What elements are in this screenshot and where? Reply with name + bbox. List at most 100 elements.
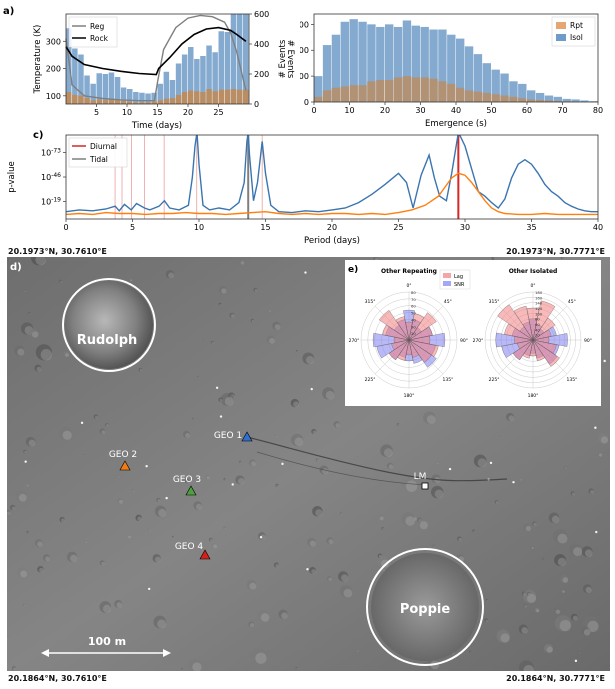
panel-a-ytick-label: 200: [46, 65, 61, 74]
panel-a-bar-isol-27: [230, 14, 237, 104]
panel-b-bar-rpt-19: [482, 92, 491, 102]
panel-c-chart: c) 0 5 10 15 20 25 30 35 40 10-19 10-46 10-73 Perio…: [7, 130, 603, 246]
panel-b-bar-rpt-8: [385, 80, 394, 102]
panel-b-xtick-label: 30: [415, 106, 425, 115]
panel-a-bar-isol-13: [145, 93, 151, 104]
panel-b-bar-rpt-27: [553, 100, 562, 102]
panel-b-bar-rpt-16: [456, 87, 465, 102]
polar2-snr-bar-4: [532, 333, 568, 347]
legend-snr-label: SNR: [454, 282, 465, 288]
panel-b-bar-isol-11: [411, 25, 420, 103]
panel-b-bar-isol-29: [571, 99, 580, 102]
panel-a-bar-isol-28: [236, 14, 243, 104]
panel-b-bar-rpt-4: [349, 85, 358, 102]
polar1-lag-bar-3: [408, 326, 433, 341]
polar2-lag-bar-10: [512, 339, 534, 361]
polar1-angle-label: 45°: [444, 299, 452, 305]
legend-isol-swatch: [556, 34, 566, 41]
panel-b-bar-rpt-24: [527, 99, 536, 102]
legend-lag-label: Lag: [454, 274, 463, 280]
polar1-angle-label: 270°: [349, 338, 360, 344]
geo4-marker-icon[interactable]: [199, 549, 211, 560]
polar1-radius-label: 20: [411, 331, 416, 336]
panel-a-ytick-label: 100: [46, 92, 61, 101]
panel-b-xtick-label: 20: [380, 106, 390, 115]
panel-c-xtick-label: 20: [327, 223, 337, 232]
polar2-lag-bar-2: [532, 317, 556, 341]
panel-b-bar-isol-21: [500, 73, 509, 102]
panel-a-line-rock: [65, 26, 247, 76]
panel-a-bar-rpt-22: [200, 92, 206, 104]
panel-b-xtick-label: 40: [451, 106, 461, 115]
polar2-lag-bar-14: [497, 304, 534, 341]
legend-lag-swatch: [443, 273, 451, 278]
panel-a-xtick-label: 5: [94, 108, 99, 117]
panel-b-bar-isol-18: [473, 54, 483, 102]
panel-b-bar-rpt-11: [411, 77, 420, 102]
panel-b-bar-rpt-23: [518, 98, 527, 102]
panel-a-bar-isol-22: [200, 56, 206, 104]
panel-b-bar-isol-2: [331, 34, 341, 102]
panel-a-xtick-label: 10: [122, 108, 132, 117]
panel-a-bar-rpt-28: [236, 89, 243, 104]
panel-b-bar-rpt-1: [322, 90, 332, 102]
panel-c-xtick-label: 40: [593, 223, 603, 232]
panel-b-bar-isol-1: [322, 45, 332, 102]
panel-c-xtick-label: 15: [260, 223, 270, 232]
panel-a-bar-isol-6: [102, 74, 109, 104]
panel-a-bar-isol-20: [188, 47, 194, 104]
geo2-marker-icon[interactable]: [119, 460, 131, 471]
panel-b-bar-isol-4: [349, 19, 358, 103]
panel-a-ylabel-right: # Events: [285, 40, 295, 79]
panel-a-bar-rpt-1: [72, 95, 78, 104]
rover-track-secondary: [256, 451, 428, 486]
geo1-marker-icon[interactable]: [241, 431, 253, 442]
panel-a-bar-isol-11: [133, 92, 139, 104]
polar2-radius-label: 80: [535, 317, 540, 322]
panel-a-bar-isol-2: [78, 54, 84, 104]
polar1-lag-bar-15: [395, 316, 410, 341]
panel-a-bar-rpt-14: [151, 101, 157, 104]
polar2-angle-label: 180°: [528, 393, 539, 399]
polar1-radius-label: 30: [411, 324, 416, 329]
polar1-lag-bar-6: [408, 339, 432, 363]
panel-b-bar-rpt-3: [340, 86, 349, 102]
panel-b-bar-isol-10: [402, 20, 412, 102]
panel-b-bar-rpt-5: [358, 85, 367, 102]
polar1-lag-bar-9: [397, 339, 410, 361]
panel-a-bar-rpt-26: [224, 89, 231, 104]
panel-c-xtick-label: 0: [63, 223, 68, 232]
panel-a-bar-rpt-9: [120, 101, 127, 104]
polar2-lag-bar-13: [504, 323, 534, 341]
panel-b-bar-rpt-18: [473, 91, 483, 102]
polar1-angle-label: 0°: [406, 283, 411, 289]
polar1-lag-bar-13: [382, 324, 410, 341]
panel-a-bar-rpt-0: [66, 92, 72, 104]
panel-a-bar-isol-18: [175, 63, 182, 104]
panel-a-bar-isol-19: [181, 54, 188, 104]
polar2-radius-label: 20: [535, 333, 540, 338]
panel-c-ytick-label: 10-73: [41, 147, 61, 157]
polar2-radius-label: 140: [535, 301, 543, 306]
panel-b-bar-isol-12: [420, 26, 429, 102]
lm-marker-icon[interactable]: [421, 482, 429, 490]
panel-a-bar-isol-26: [224, 32, 231, 104]
geo3-marker-icon[interactable]: [185, 485, 197, 496]
panel-a-bar-isol-24: [212, 52, 218, 104]
panel-a-bar-isol-23: [206, 45, 212, 104]
panel-b-xtick-label: 70: [557, 106, 567, 115]
panel-a-bar-isol-0: [66, 28, 72, 104]
polar2-radius-label: 120: [535, 306, 543, 311]
panel-a-ytick-right-label: 200: [254, 70, 269, 79]
coord-top-left: 20.1973°N, 30.7610°E: [8, 247, 107, 256]
coord-bottom-left: 20.1864°N, 30.7610°E: [8, 674, 107, 683]
panel-b-bar-isol-28: [562, 98, 571, 102]
panel-a-bar-rpt-17: [169, 98, 176, 104]
panel-c-ytick-label: 10-46: [41, 172, 61, 182]
polar2-angle-label: 135°: [566, 377, 577, 383]
panel-a-bar-rpt-8: [114, 99, 121, 104]
panel-c-xtick-label: 5: [130, 223, 135, 232]
polar1-lag-bar-7: [408, 339, 420, 358]
panel-b-yaxis: # Events: [278, 39, 288, 78]
panel-e-inset: e) Other Repeating Other Isolated 0° 45° 9…: [345, 260, 601, 406]
